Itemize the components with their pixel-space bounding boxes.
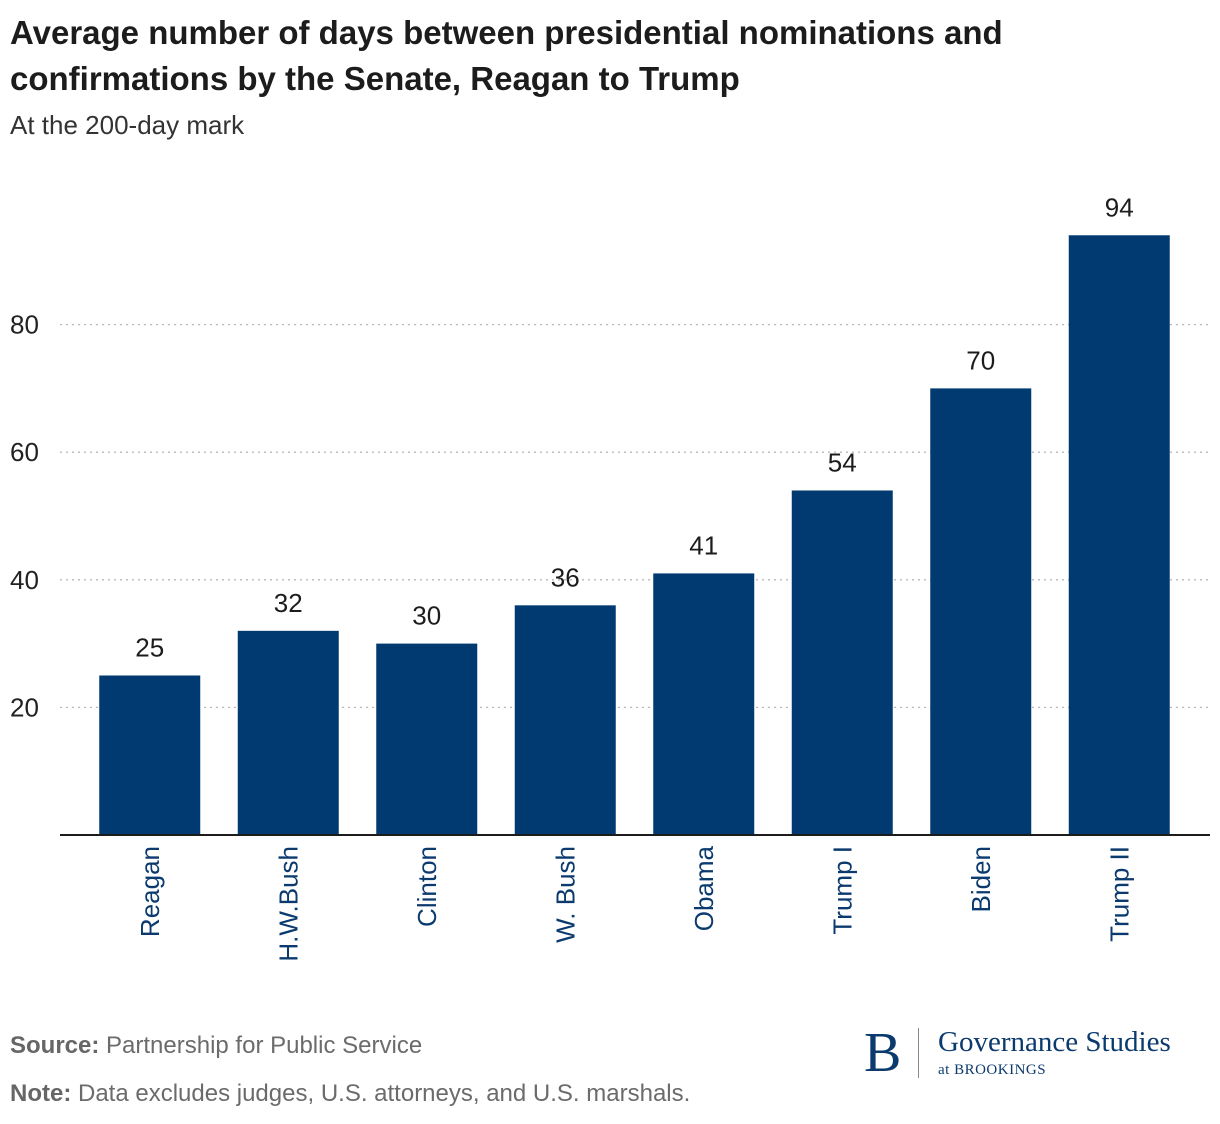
- source-text: Partnership for Public Service: [106, 1032, 423, 1059]
- category-label: Obama: [689, 845, 719, 931]
- note-line: Note: Data excludes judges, U.S. attorne…: [10, 1080, 690, 1108]
- category-label: Trump I: [827, 846, 857, 935]
- chart-subtitle: At the 200-day mark: [10, 110, 245, 140]
- bar-trump-i: [791, 490, 893, 835]
- bar-h-w-bush: [237, 630, 339, 835]
- category-label: H.W.Bush: [273, 846, 303, 962]
- category-label: Clinton: [412, 846, 442, 927]
- data-label: 54: [828, 447, 857, 477]
- category-label: Reagan: [135, 846, 165, 937]
- bar-obama: [653, 573, 755, 835]
- note-text: Data excludes judges, U.S. attorneys, an…: [78, 1080, 691, 1107]
- data-label: 94: [1105, 192, 1134, 222]
- y-tick-label: 60: [10, 437, 39, 467]
- y-tick-label: 80: [10, 310, 39, 340]
- bar-chart: 20 40 60 80 25 Reagan 32 H.W.Bush 30 Clinton 36 W. …: [10, 192, 1210, 962]
- category-label: W. Bush: [550, 846, 580, 943]
- category-label: Trump II: [1104, 846, 1134, 942]
- logo-subtitle: at BROOKINGS: [938, 1062, 1047, 1078]
- logo-divider: [918, 1028, 919, 1078]
- data-label: 30: [412, 601, 441, 631]
- y-tick-label: 40: [10, 565, 39, 595]
- chart-title: Average number of days between president…: [10, 14, 1003, 97]
- data-label: 41: [689, 530, 718, 560]
- bar-biden: [930, 388, 1032, 835]
- data-label: 36: [551, 562, 580, 592]
- note-label: Note:: [10, 1080, 72, 1107]
- source-line: Source: Partnership for Public Service: [10, 1032, 422, 1060]
- bar-clinton: [376, 643, 478, 835]
- logo-mark: B: [864, 1022, 902, 1084]
- bar-reagan: [99, 675, 201, 835]
- bar-w-bush: [514, 605, 616, 835]
- logo-title: Governance Studies: [938, 1026, 1171, 1058]
- data-label: 70: [966, 345, 995, 375]
- y-tick-label: 20: [10, 692, 39, 722]
- bar-trump-ii: [1068, 235, 1170, 835]
- category-label: Biden: [966, 846, 996, 913]
- data-label: 32: [274, 588, 303, 618]
- data-label: 25: [135, 633, 164, 663]
- source-label: Source:: [10, 1032, 100, 1059]
